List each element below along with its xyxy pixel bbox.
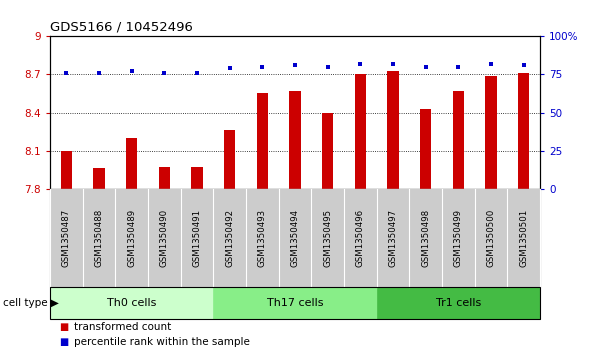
Bar — [322, 113, 333, 189]
Point — [160, 70, 169, 76]
Text: GSM1350492: GSM1350492 — [225, 209, 234, 267]
Text: Tr1 cells: Tr1 cells — [435, 298, 481, 308]
Point — [323, 64, 332, 70]
Bar — [61, 151, 72, 189]
Point — [519, 62, 528, 68]
Text: GSM1350495: GSM1350495 — [323, 209, 332, 267]
Point — [94, 70, 104, 76]
Text: Th0 cells: Th0 cells — [107, 298, 156, 308]
Text: GSM1350496: GSM1350496 — [356, 209, 365, 267]
Text: GSM1350501: GSM1350501 — [519, 209, 528, 267]
Point — [62, 70, 71, 76]
Bar — [126, 138, 137, 189]
Text: ■: ■ — [59, 322, 68, 332]
Point — [127, 69, 136, 74]
Bar — [355, 74, 366, 189]
Text: GSM1350488: GSM1350488 — [94, 209, 104, 267]
Text: GSM1350490: GSM1350490 — [160, 209, 169, 267]
Text: Th17 cells: Th17 cells — [267, 298, 323, 308]
Bar — [420, 109, 431, 189]
Text: GSM1350489: GSM1350489 — [127, 209, 136, 267]
Text: GSM1350499: GSM1350499 — [454, 209, 463, 267]
Text: GSM1350494: GSM1350494 — [290, 209, 300, 267]
Point — [258, 64, 267, 70]
Point — [454, 64, 463, 70]
Bar — [257, 93, 268, 189]
Text: transformed count: transformed count — [74, 322, 171, 332]
Text: GSM1350500: GSM1350500 — [486, 209, 496, 267]
Point — [356, 61, 365, 67]
Text: GDS5166 / 10452496: GDS5166 / 10452496 — [50, 21, 193, 34]
Bar — [159, 167, 170, 189]
Text: ■: ■ — [59, 337, 68, 347]
Text: GSM1350497: GSM1350497 — [388, 209, 398, 267]
Bar — [518, 73, 529, 189]
Bar — [387, 70, 399, 189]
Text: GSM1350491: GSM1350491 — [192, 209, 202, 267]
Bar — [93, 168, 105, 189]
Text: cell type ▶: cell type ▶ — [3, 298, 59, 308]
Point — [225, 65, 234, 71]
Point — [290, 62, 300, 68]
Bar — [289, 91, 301, 189]
Point — [421, 64, 430, 70]
Point — [486, 61, 496, 67]
Point — [388, 61, 398, 67]
Bar — [224, 130, 235, 189]
Text: percentile rank within the sample: percentile rank within the sample — [74, 337, 250, 347]
Bar — [453, 91, 464, 189]
Text: GSM1350498: GSM1350498 — [421, 209, 430, 267]
Text: GSM1350493: GSM1350493 — [258, 209, 267, 267]
Text: GSM1350487: GSM1350487 — [62, 209, 71, 267]
Bar — [485, 76, 497, 189]
Bar — [191, 167, 203, 189]
Point — [192, 70, 202, 76]
